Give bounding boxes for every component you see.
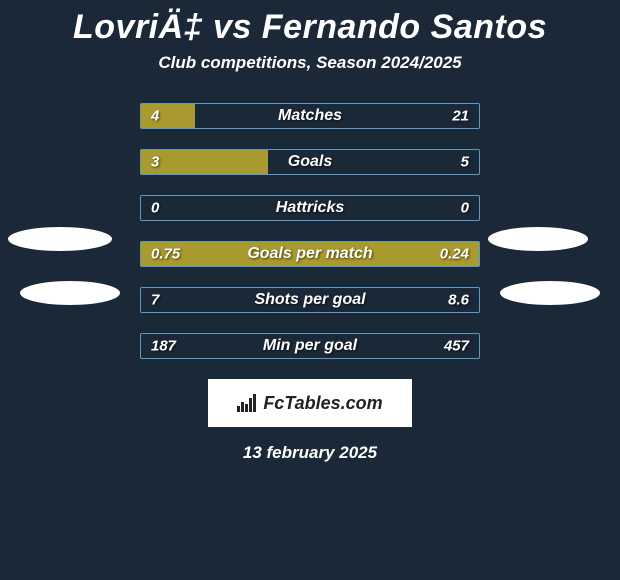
player-right-ellipse-2: [500, 281, 600, 305]
player-right-ellipse-1: [488, 227, 588, 251]
logo-box: FcTables.com: [208, 379, 412, 427]
stat-label: Min per goal: [263, 337, 357, 355]
date-text: 13 february 2025: [0, 443, 620, 463]
stat-label: Shots per goal: [254, 291, 365, 309]
stat-label: Goals per match: [247, 245, 372, 263]
stat-fill-left: [141, 150, 268, 174]
stat-label: Goals: [288, 153, 332, 171]
stat-val-right: 0: [461, 200, 469, 217]
stat-row-hattricks: 0 Hattricks 0: [140, 195, 480, 221]
stat-val-left: 0: [151, 200, 159, 217]
stat-val-right: 0.24: [440, 246, 469, 263]
player-left-ellipse-2: [20, 281, 120, 305]
stat-val-left: 0.75: [151, 246, 180, 263]
stat-label: Matches: [278, 107, 342, 125]
player-left-ellipse-1: [8, 227, 112, 251]
stat-row-goals: 3 Goals 5: [140, 149, 480, 175]
stat-val-left: 4: [151, 108, 159, 125]
stat-val-right: 457: [444, 338, 469, 355]
stat-val-right: 8.6: [448, 292, 469, 309]
page-subtitle: Club competitions, Season 2024/2025: [0, 53, 620, 103]
stat-row-shots-per-goal: 7 Shots per goal 8.6: [140, 287, 480, 313]
bars-icon: [237, 394, 259, 412]
stat-val-left: 3: [151, 154, 159, 171]
stat-row-matches: 4 Matches 21: [140, 103, 480, 129]
stat-fill-left: [141, 104, 195, 128]
stat-row-goals-per-match: 0.75 Goals per match 0.24: [140, 241, 480, 267]
stat-label: Hattricks: [276, 199, 344, 217]
page-title: LovriÄ‡ vs Fernando Santos: [0, 0, 620, 53]
stat-row-min-per-goal: 187 Min per goal 457: [140, 333, 480, 359]
stat-val-left: 187: [151, 338, 176, 355]
logo-text: FcTables.com: [237, 393, 382, 414]
stat-val-right: 5: [461, 154, 469, 171]
logo-label: FcTables.com: [263, 393, 382, 414]
stat-val-right: 21: [452, 108, 469, 125]
stat-val-left: 7: [151, 292, 159, 309]
chart-area: 4 Matches 21 3 Goals 5 0 Hattricks 0 0.7…: [0, 103, 620, 463]
